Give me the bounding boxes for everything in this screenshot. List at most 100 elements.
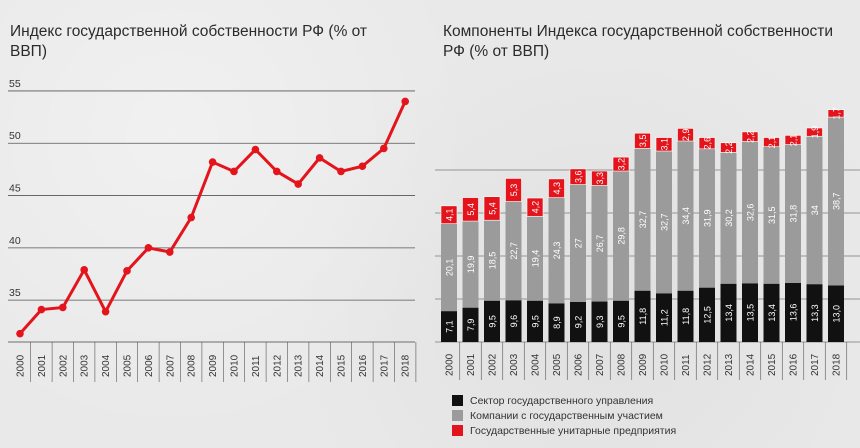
bar-segment — [612, 156, 630, 172]
bar-value-label: 1,9 — [810, 126, 820, 139]
legend-label-unitary: Государственные унитарные предприятия — [470, 424, 677, 437]
bar-value-label: 19,4 — [531, 250, 541, 268]
bar-segment — [527, 300, 543, 342]
data-point — [101, 307, 110, 316]
y-tick-label: 55 — [9, 78, 21, 90]
data-point — [16, 329, 24, 338]
bar-segment — [548, 178, 565, 198]
bar-value-label: 8,9 — [552, 316, 562, 329]
bar-segment — [720, 142, 737, 153]
x-tick-label: 2011 — [251, 355, 262, 377]
x-tick-label: 2004 — [531, 353, 542, 376]
bar-segment — [828, 285, 844, 342]
legend-swatch-unitary — [452, 425, 463, 436]
bar-value-label: 38,7 — [832, 193, 842, 211]
bar-value-label: 2,6 — [703, 137, 713, 150]
bar-value-label: 11,8 — [638, 308, 648, 325]
legend-label-companies: Компании с государственным участием — [470, 409, 663, 422]
bar-segment — [462, 221, 479, 308]
bar-value-label: 2,2 — [746, 130, 756, 143]
bar-value-label: 13,4 — [767, 304, 777, 322]
bar-value-label: 31,9 — [703, 209, 713, 227]
x-tick-label: 2011 — [681, 354, 692, 376]
x-tick-label: 2009 — [638, 353, 649, 376]
x-tick-label: 2007 — [165, 354, 176, 377]
bar-segment — [548, 303, 565, 342]
data-point — [187, 213, 195, 222]
x-tick-label: 2008 — [187, 354, 198, 377]
x-tick-label: 2017 — [379, 354, 390, 377]
legend-item-companies: Компании с государственным участием — [452, 408, 676, 423]
bar-segment — [570, 301, 586, 342]
y-tick-label: 50 — [9, 130, 21, 142]
data-point — [144, 244, 153, 252]
bar-value-label: 32,6 — [746, 204, 756, 222]
bar-value-label: 4,2 — [531, 201, 541, 214]
x-tick-label: 2008 — [617, 353, 628, 376]
x-tick-label: 2013 — [724, 353, 735, 376]
bar-segment — [742, 141, 758, 284]
bar-value-label: 12,5 — [703, 306, 713, 324]
x-tick-label: 2016 — [789, 353, 800, 376]
data-point — [315, 154, 324, 162]
bar-segment — [591, 185, 608, 302]
x-tick-label: 2018 — [832, 353, 843, 376]
bar-segment — [570, 184, 586, 302]
bar-segment — [462, 197, 479, 222]
bar-value-label: 13,5 — [746, 304, 756, 322]
data-point — [166, 248, 174, 256]
y-tick-label: 40 — [9, 235, 21, 247]
bar-value-label: 3,6 — [574, 170, 584, 183]
data-point — [123, 267, 131, 275]
right-chart-title: Компоненты Индекса государственной собст… — [443, 23, 834, 60]
bar-segment — [720, 152, 737, 284]
bar-value-label: 3,2 — [617, 158, 627, 171]
bar-value-label: 4,1 — [445, 209, 455, 222]
bar-segment — [591, 170, 608, 186]
bar-value-label: 13,4 — [724, 304, 734, 322]
x-tick-label: 2003 — [80, 354, 91, 377]
x-tick-label: 2010 — [660, 353, 671, 376]
stacked-bar-chart: 7,1 20,1 4,1 2000 7,9 19,9 5,4 2001 9,5 18,5 5,4 20… — [435, 107, 860, 380]
bar-value-label: 3,5 — [638, 135, 648, 148]
bar-segment — [677, 290, 694, 342]
bar-value-label: 7,1 — [445, 320, 455, 333]
bar-segment — [591, 301, 608, 342]
legend-item-unitary: Государственные унитарные предприятия — [452, 423, 676, 438]
bar-value-label: 34,4 — [681, 207, 691, 225]
bar-value-label: 32,7 — [660, 213, 670, 231]
bar-segment — [741, 131, 759, 142]
x-tick-label: 2012 — [703, 353, 714, 376]
bar-segment — [677, 128, 694, 142]
bar-segment — [656, 293, 672, 342]
left-chart-title: Индекс государственной собственности РФ … — [10, 23, 368, 60]
data-point — [37, 305, 46, 314]
x-tick-label: 2015 — [337, 354, 348, 377]
x-tick-label: 2018 — [401, 354, 412, 377]
x-tick-label: 2009 — [208, 354, 219, 377]
bar-segment — [785, 144, 801, 283]
x-tick-label: 2002 — [488, 353, 499, 376]
x-tick-label: 2014 — [746, 353, 757, 376]
bar-value-label: 13,3 — [810, 304, 820, 322]
bar-value-label: 13,6 — [789, 304, 799, 322]
bar-segment — [526, 197, 544, 217]
bar-segment — [505, 178, 522, 202]
bar-segment — [806, 136, 823, 285]
x-tick-label: 2000 — [16, 354, 27, 377]
bar-value-label: 11,2 — [660, 309, 670, 326]
x-tick-label: 2007 — [595, 353, 606, 376]
bar-value-label: 20,1 — [445, 259, 455, 277]
bar-segment — [827, 109, 845, 118]
bar-value-label: 32,7 — [638, 211, 648, 229]
bar-value-label: 31,8 — [789, 205, 799, 223]
bar-value-label: 2,2 — [724, 141, 734, 154]
bar-segment — [720, 283, 737, 342]
x-tick-label: 2013 — [294, 354, 305, 377]
bar-segment — [656, 151, 672, 294]
bar-segment — [699, 148, 715, 288]
bar-value-label: 1,7 — [832, 107, 842, 120]
data-point — [208, 158, 217, 166]
bar-segment — [742, 283, 758, 342]
